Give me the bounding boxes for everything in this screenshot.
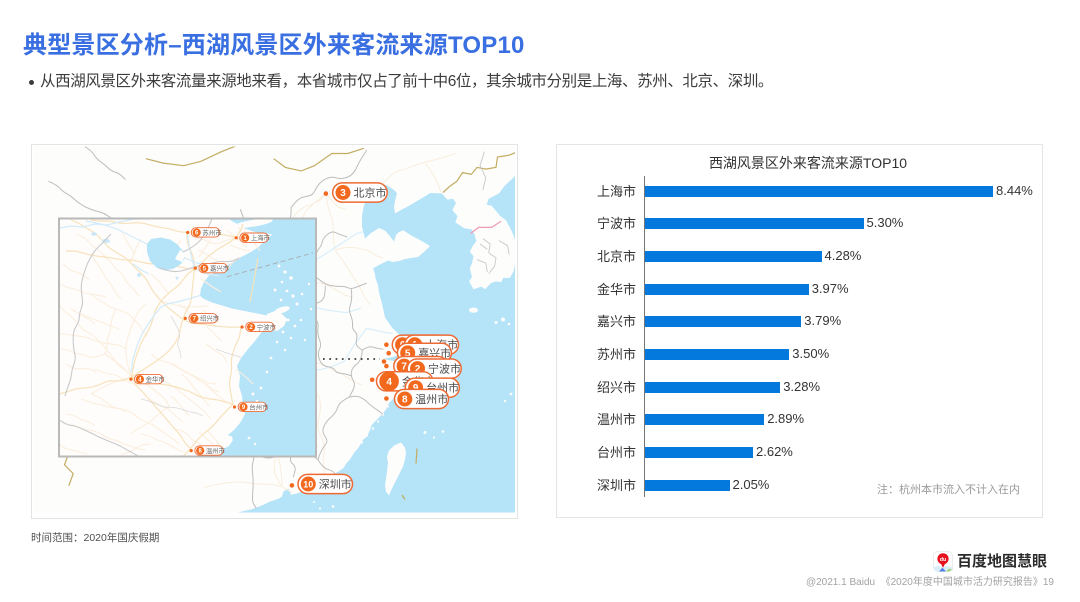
svg-text:苏州市: 苏州市 bbox=[202, 227, 222, 236]
svg-text:金华市: 金华市 bbox=[146, 374, 166, 383]
svg-text:2: 2 bbox=[249, 325, 253, 331]
svg-text:温州市: 温州市 bbox=[206, 445, 226, 454]
svg-text:9: 9 bbox=[242, 405, 246, 411]
svg-text:上海市: 上海市 bbox=[251, 233, 271, 242]
svg-text:3: 3 bbox=[340, 188, 346, 199]
svg-text:8: 8 bbox=[402, 394, 408, 405]
svg-text:台州市: 台州市 bbox=[249, 402, 269, 411]
svg-text:10: 10 bbox=[303, 479, 313, 489]
svg-text:温州市: 温州市 bbox=[415, 392, 448, 406]
svg-text:5: 5 bbox=[203, 266, 207, 272]
svg-text:8: 8 bbox=[199, 448, 203, 454]
svg-text:1: 1 bbox=[244, 235, 248, 241]
svg-text:7: 7 bbox=[401, 361, 407, 372]
svg-text:绍兴市: 绍兴市 bbox=[200, 313, 220, 322]
svg-text:4: 4 bbox=[138, 377, 142, 383]
svg-text:嘉兴市: 嘉兴市 bbox=[210, 263, 230, 272]
svg-text:4: 4 bbox=[386, 376, 392, 387]
svg-text:7: 7 bbox=[193, 316, 197, 322]
svg-text:北京市: 北京市 bbox=[354, 185, 387, 199]
svg-text:宁波市: 宁波市 bbox=[257, 322, 277, 331]
svg-text:宁波市: 宁波市 bbox=[428, 361, 461, 375]
svg-text:6: 6 bbox=[195, 230, 199, 236]
svg-text:5: 5 bbox=[405, 348, 411, 359]
svg-text:2: 2 bbox=[415, 364, 421, 375]
svg-text:du: du bbox=[940, 557, 947, 563]
svg-text:深圳市: 深圳市 bbox=[319, 477, 352, 491]
